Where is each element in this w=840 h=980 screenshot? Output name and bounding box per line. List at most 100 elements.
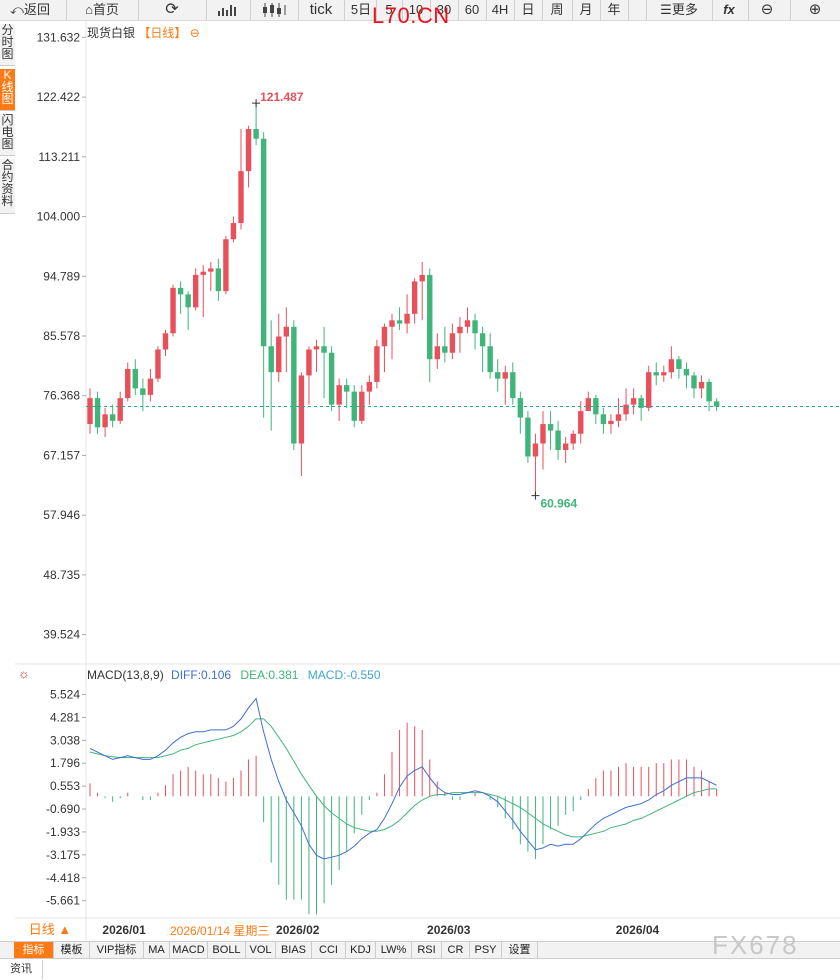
period-button-1[interactable]: 5 <box>385 2 393 17</box>
period-button-6[interactable]: 日 <box>521 2 535 17</box>
period-button-7[interactable]: 周 <box>550 2 564 17</box>
candle-body <box>313 346 320 350</box>
price-tick-label: 67.157 <box>43 448 80 462</box>
period-button-4[interactable]: 60 <box>464 2 480 17</box>
period-button-0[interactable]: 5日 <box>350 2 372 17</box>
period-button[interactable]: 日线 ▲ <box>15 920 85 940</box>
more-button[interactable]: ☰更多 <box>660 2 698 17</box>
candle-body <box>638 398 644 408</box>
tab-14[interactable]: 设置 <box>502 942 538 959</box>
tick-button[interactable]: tick <box>309 1 333 18</box>
toolbar-divider <box>206 0 207 20</box>
tab-6[interactable]: VOL <box>246 942 276 959</box>
candle-body <box>668 359 675 373</box>
tab-9[interactable]: KDJ <box>346 942 376 959</box>
refresh-icon[interactable]: ⟳ <box>165 1 179 18</box>
candle-body <box>464 320 471 327</box>
watermark: FX678 <box>712 930 799 960</box>
price-tick-label: 104.000 <box>37 210 81 224</box>
macd-name: MACD(13,8,9) <box>87 668 164 682</box>
formula-button[interactable]: fx <box>723 2 735 17</box>
toolbar-divider <box>402 0 403 20</box>
candle-body <box>298 375 305 444</box>
sidebar-item-2[interactable]: 闪电图 <box>0 114 15 156</box>
macd-header: MACD(13,8,9) DIFF:0.106 DEA:0.381 MACD:-… <box>87 668 381 682</box>
candle-body <box>366 381 373 392</box>
candle-body <box>208 268 214 272</box>
tab-0[interactable]: 指标 <box>14 942 54 959</box>
back-icon: ⤺ <box>10 2 24 17</box>
toolbar-divider <box>298 0 299 20</box>
candle-body <box>125 368 131 399</box>
tab-7[interactable]: BIAS <box>276 942 312 959</box>
candle-body <box>683 368 690 376</box>
toolbar-divider <box>542 0 543 20</box>
candle-body <box>162 333 169 350</box>
candle-body <box>283 326 289 337</box>
tab-5[interactable]: BOLL <box>208 942 246 959</box>
toolbar-divider <box>628 0 629 20</box>
candle-body <box>540 424 546 444</box>
period-button-5[interactable]: 4H <box>491 2 509 17</box>
candle-body <box>691 375 697 389</box>
toolbar-divider <box>376 0 377 20</box>
candle-body <box>449 333 456 353</box>
chart-title: 现货白银 【日线】 ⊖ <box>87 24 200 41</box>
footer <box>0 958 840 980</box>
toolbar-divider <box>646 0 647 20</box>
zoom-in-icon[interactable]: ⊕ <box>808 1 822 18</box>
candles-icon[interactable] <box>258 0 290 20</box>
home-button[interactable]: ⌂首页 <box>85 2 119 17</box>
period-label[interactable]: 【日线】 <box>138 26 187 40</box>
toolbar-divider <box>138 0 139 20</box>
zoom-out-icon[interactable]: ⊖ <box>760 1 774 18</box>
candle-body <box>615 414 622 421</box>
tab-10[interactable]: LW% <box>376 942 412 959</box>
candle-body <box>646 372 652 408</box>
toolbar-divider <box>600 0 601 20</box>
collapse-icon[interactable]: ⊖ <box>189 26 200 40</box>
candle-body <box>472 320 478 334</box>
macd-tick-label: 1.796 <box>50 756 80 770</box>
candle-body <box>706 381 712 402</box>
tab-1[interactable]: 模板 <box>54 942 90 959</box>
price-tick-label: 76.368 <box>43 389 80 403</box>
tab-2[interactable]: VIP指标 <box>90 942 144 959</box>
candle-body <box>487 346 493 373</box>
tab-4[interactable]: MACD <box>170 942 208 959</box>
candle-body <box>276 336 282 373</box>
period-button-3[interactable]: 30 <box>436 2 452 17</box>
tab-3[interactable]: MA <box>144 942 170 959</box>
x-tick-label: 2026/04 <box>616 923 660 937</box>
candle-body <box>359 391 365 421</box>
period-button-9[interactable]: 年 <box>607 2 621 17</box>
candle-body <box>434 346 440 360</box>
chart-area[interactable]: 131.632 122.422 113.211 104.000 94.789 85.578… <box>0 20 840 941</box>
candle-body <box>260 138 267 347</box>
price-tick-label: 94.789 <box>43 269 80 283</box>
candle-body <box>253 129 259 139</box>
x-tick-label: 2026/02 <box>276 923 320 937</box>
sidebar-item-1[interactable]: K线图 <box>0 69 15 111</box>
macd-tick-label: 0.553 <box>50 779 80 793</box>
sidebar-item-3[interactable]: 合约资料 <box>0 159 15 214</box>
macd-hist-value: MACD:-0.550 <box>307 668 381 682</box>
toolbar-divider <box>430 0 431 20</box>
price-tick-label: 113.211 <box>38 150 80 164</box>
chart-bars-icon[interactable] <box>214 0 242 20</box>
sidebar-item-0[interactable]: 分时图 <box>0 24 15 66</box>
period-button-2[interactable]: 10 <box>408 2 424 17</box>
footer-tab-news[interactable]: 资讯 <box>0 960 43 979</box>
macd-dea-value: DEA:0.381 <box>240 668 299 682</box>
tab-8[interactable]: CCI <box>312 942 346 959</box>
tab-12[interactable]: CR <box>442 942 470 959</box>
macd-diff-value: DIFF:0.106 <box>171 668 232 682</box>
tab-13[interactable]: PSY <box>470 942 502 959</box>
tab-11[interactable]: RSI <box>412 942 442 959</box>
macd-tick-label: -1.933 <box>46 825 80 839</box>
price-tick-label: 39.524 <box>43 628 80 642</box>
price-tick-label: 122.422 <box>37 90 81 104</box>
back-button[interactable]: ⤺返回 <box>10 2 50 17</box>
candle-body <box>268 346 274 373</box>
period-button-8[interactable]: 月 <box>579 2 593 17</box>
